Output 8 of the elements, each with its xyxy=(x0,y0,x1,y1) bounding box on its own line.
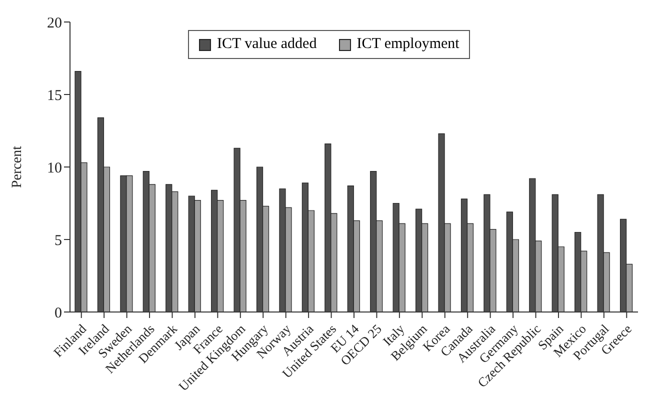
y-tick-label: 10 xyxy=(47,160,62,176)
y-tick-label: 0 xyxy=(54,305,62,322)
legend-label: ICT value added xyxy=(216,36,317,53)
y-axis-title: Percent xyxy=(10,146,25,188)
y-tick-label: 5 xyxy=(54,232,62,249)
y-tick-label: 20 xyxy=(47,15,62,32)
y-tick-label: 15 xyxy=(47,88,62,104)
legend-label: ICT employment xyxy=(356,36,460,53)
